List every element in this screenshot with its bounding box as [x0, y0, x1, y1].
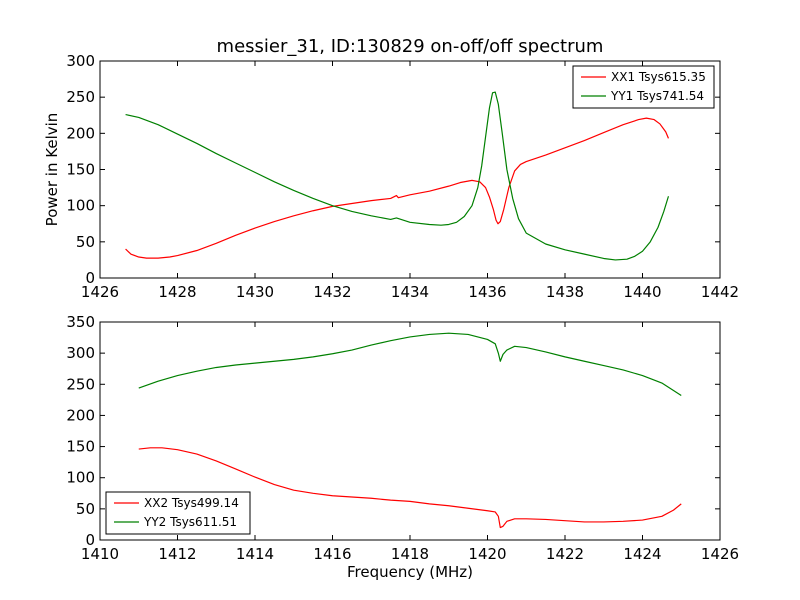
legend-0: XX1 Tsys615.35 YY1 Tsys741.54	[572, 65, 715, 109]
x-tick-label: 1442	[701, 283, 739, 301]
y-tick-label: 350	[66, 313, 95, 331]
y-tick-label: 300	[66, 52, 95, 70]
legend-label: YY1 Tsys741.54	[610, 89, 704, 103]
y-tick-label: 50	[76, 233, 95, 251]
y-tick-label: 50	[76, 500, 95, 518]
x-tick-label: 1434	[391, 283, 429, 301]
legend-box	[572, 65, 715, 109]
x-tick-label: 1436	[468, 283, 506, 301]
chart-title: messier_31, ID:130829 on-off/off spectru…	[217, 36, 604, 57]
legend-label: XX1 Tsys615.35	[611, 70, 706, 84]
legend-label: XX2 Tsys499.14	[144, 496, 239, 510]
x-tick-label: 1424	[623, 545, 661, 563]
y-tick-label: 200	[66, 406, 95, 424]
y-axis-label: Power in Kelvin	[43, 113, 61, 227]
legend-box	[105, 491, 251, 535]
bottom-plot: 1410 1412 1414 1416 1418 1420 1422 1424 1426 0 50 1…	[66, 313, 739, 581]
y-tick-label: 0	[85, 531, 95, 549]
top-plot: 1426 1428 1430 1432 1434 1436 1438 1440 1442 0 50 1…	[43, 52, 739, 301]
x-tick-label: 1428	[158, 283, 196, 301]
y-tick-label: 300	[66, 344, 95, 362]
y-tick-label: 100	[66, 469, 95, 487]
series-line-0-1	[125, 91, 670, 261]
y-tick-label: 0	[85, 269, 95, 287]
y-tick-label: 250	[66, 375, 95, 393]
x-tick-label: 1410	[81, 545, 119, 563]
x-tick-label: 1426	[701, 545, 739, 563]
x-axis-label: Frequency (MHz)	[347, 563, 473, 581]
series-line-1-1	[138, 332, 682, 397]
legend-1: XX2 Tsys499.14 YY2 Tsys611.51	[105, 491, 251, 535]
x-tick-label: 1412	[158, 545, 196, 563]
x-tick-label: 1420	[468, 545, 506, 563]
x-tick-label: 1414	[236, 545, 274, 563]
x-tick-label: 1418	[391, 545, 429, 563]
series-line-1-0	[138, 447, 682, 529]
legend-label: YY2 Tsys611.51	[143, 515, 237, 529]
x-tick-label: 1430	[236, 283, 274, 301]
x-tick-label: 1426	[81, 283, 119, 301]
x-tick-label: 1422	[546, 545, 584, 563]
x-tick-label: 1440	[623, 283, 661, 301]
x-tick-label: 1432	[313, 283, 351, 301]
y-tick-label: 100	[66, 197, 95, 215]
y-tick-label: 250	[66, 88, 95, 106]
series-line-0-0	[125, 117, 670, 259]
y-tick-label: 200	[66, 124, 95, 142]
x-tick-label: 1438	[546, 283, 584, 301]
y-tick-label: 150	[66, 161, 95, 179]
y-tick-label: 150	[66, 438, 95, 456]
x-tick-label: 1416	[313, 545, 351, 563]
